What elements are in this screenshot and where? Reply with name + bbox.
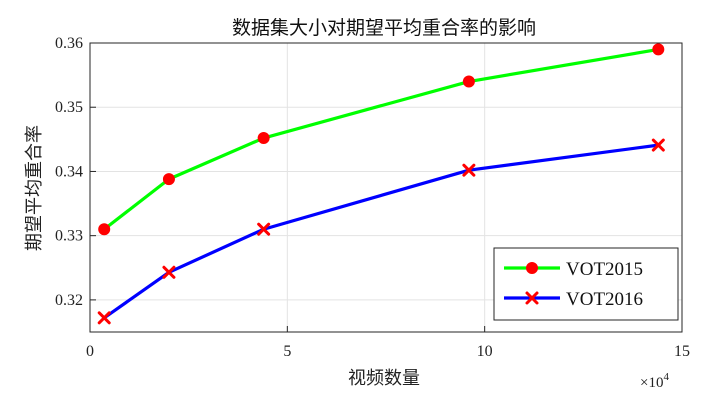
legend-vot2015-point (526, 262, 538, 274)
x-exponent-base: ×10 (640, 375, 663, 391)
y-tick-label: 0.32 (55, 292, 83, 309)
series-layer (97, 43, 665, 325)
series-vot2015-point (98, 223, 111, 236)
series-vot2016-point (162, 265, 176, 279)
legend-label-vot2015: VOT2015 (566, 259, 643, 280)
series-vot2015-point (652, 43, 665, 56)
x-tick-label: 5 (283, 343, 291, 360)
y-tick-label: 0.35 (55, 99, 83, 116)
legend-label-vot2016: VOT2016 (566, 289, 643, 310)
series-vot2016-point (651, 138, 665, 152)
tick-labels: 0 5 10 15 0.32 0.33 0.34 0.35 0.36 (55, 35, 690, 360)
chart-title: 数据集大小对期望平均重合率的影响 (232, 17, 536, 39)
series-vot2016-marker-stroke (462, 163, 476, 177)
legend: VOT2015 VOT2016 (493, 247, 679, 321)
x-tick-label: 0 (86, 343, 94, 360)
series-vot2016 (97, 138, 665, 325)
series-vot2015-point (257, 132, 270, 145)
x-tick-label: 10 (477, 343, 493, 360)
series-vot2016-marker-stroke (651, 138, 665, 152)
legend-box (493, 247, 679, 321)
series-vot2016-marker-stroke (257, 222, 271, 236)
series-vot2016-marker-stroke (162, 265, 176, 279)
legend-item-vot2016: VOT2016 (504, 289, 643, 310)
series-vot2016-marker-stroke (97, 311, 111, 325)
series-vot2015-point (162, 173, 175, 186)
y-tick-label: 0.34 (55, 163, 83, 180)
series-vot2016-point (462, 163, 476, 177)
series-vot2016-point (257, 222, 271, 236)
y-axis-label: 期望平均重合率 (24, 125, 45, 251)
series-vot2015-point (462, 75, 475, 88)
legend-vot2016-marker-stroke (525, 291, 539, 305)
x-exponent-power: 4 (663, 371, 669, 383)
y-tick-label: 0.36 (55, 35, 83, 52)
x-axis-label: 视频数量 (348, 368, 420, 389)
plot-frame (89, 42, 683, 333)
y-tick-label: 0.33 (55, 228, 83, 245)
series-vot2016-point (97, 311, 111, 325)
x-tick-label: 15 (674, 343, 690, 360)
series-vot2015 (98, 43, 665, 236)
x-axis-exponent: ×104 (640, 371, 669, 391)
legend-vot2016-point (525, 291, 539, 305)
legend-item-vot2015: VOT2015 (504, 259, 643, 280)
